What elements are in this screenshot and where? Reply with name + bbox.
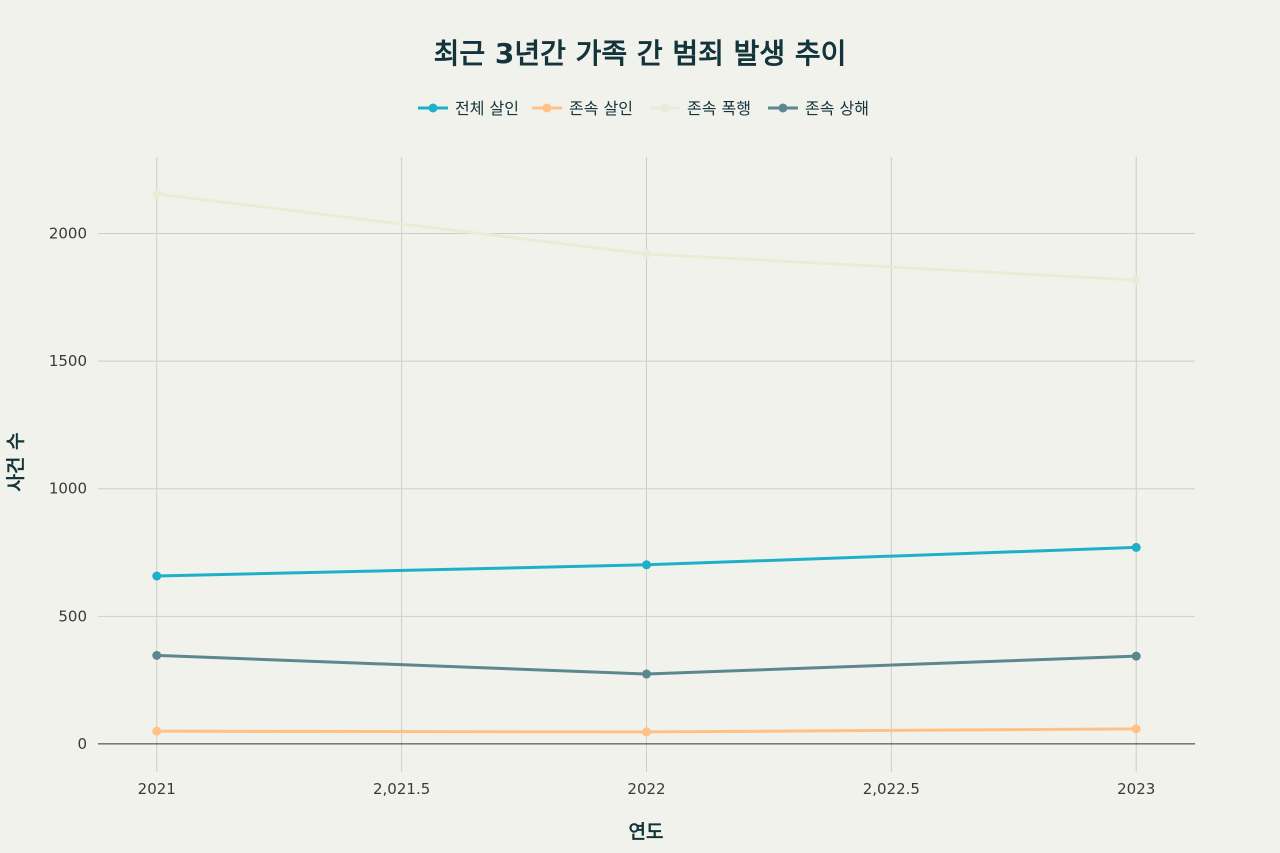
legend: 전체 살인 존속 살인 존속 폭행 존속 상해 [418,99,869,118]
legend-label: 존속 살인 [569,99,633,118]
data-point [642,249,651,259]
y-tick-label: 0 [77,735,87,753]
legend-item: 존속 상해 [768,99,869,118]
data-point [1131,724,1141,734]
series-layer [152,189,1141,737]
data-point [152,571,162,581]
data-point [1131,275,1141,285]
x-tick-label: 2021 [138,780,176,798]
series-1 [152,542,1141,581]
x-tick-label: 2,021.5 [373,780,430,798]
y-tick-label: 2000 [49,225,87,243]
data-point [152,726,162,736]
data-point [642,727,651,737]
x-axis-title: 연도 [629,821,664,843]
series-3 [152,189,1141,285]
x-tick-label: 2022 [627,780,665,798]
x-tick-label: 2023 [1117,780,1155,798]
legend-label: 존속 상해 [805,99,869,118]
legend-item: 전체 살인 [418,99,519,118]
data-point [152,650,162,660]
grid [98,157,1195,772]
legend-swatch-marker [778,103,788,113]
axes: 2021 2,021.5 2022 2,022.5 2023 0 500 1000 1500 20… [49,225,1195,798]
y-axis-title: 사건 수 [5,432,27,491]
y-tick-label: 1500 [49,352,87,370]
data-point [1131,651,1141,661]
legend-label: 전체 살인 [455,99,519,118]
legend-swatch-marker [428,103,438,113]
legend-item: 존속 살인 [532,99,633,118]
series-4 [152,650,1141,679]
legend-swatch-marker [542,103,552,113]
legend-swatch-marker [660,103,670,113]
legend-item: 존속 폭행 [650,99,751,118]
y-tick-label: 500 [58,607,87,625]
data-point [1131,542,1141,552]
y-tick-label: 1000 [49,480,87,498]
chart-title: 최근 3년간 가족 간 범죄 발생 추이 [434,37,847,70]
series-2 [152,724,1141,737]
x-tick-label: 2,022.5 [863,780,920,798]
data-point [152,189,162,199]
legend-label: 존속 폭행 [687,99,751,118]
data-point [642,560,651,570]
data-point [642,669,651,679]
